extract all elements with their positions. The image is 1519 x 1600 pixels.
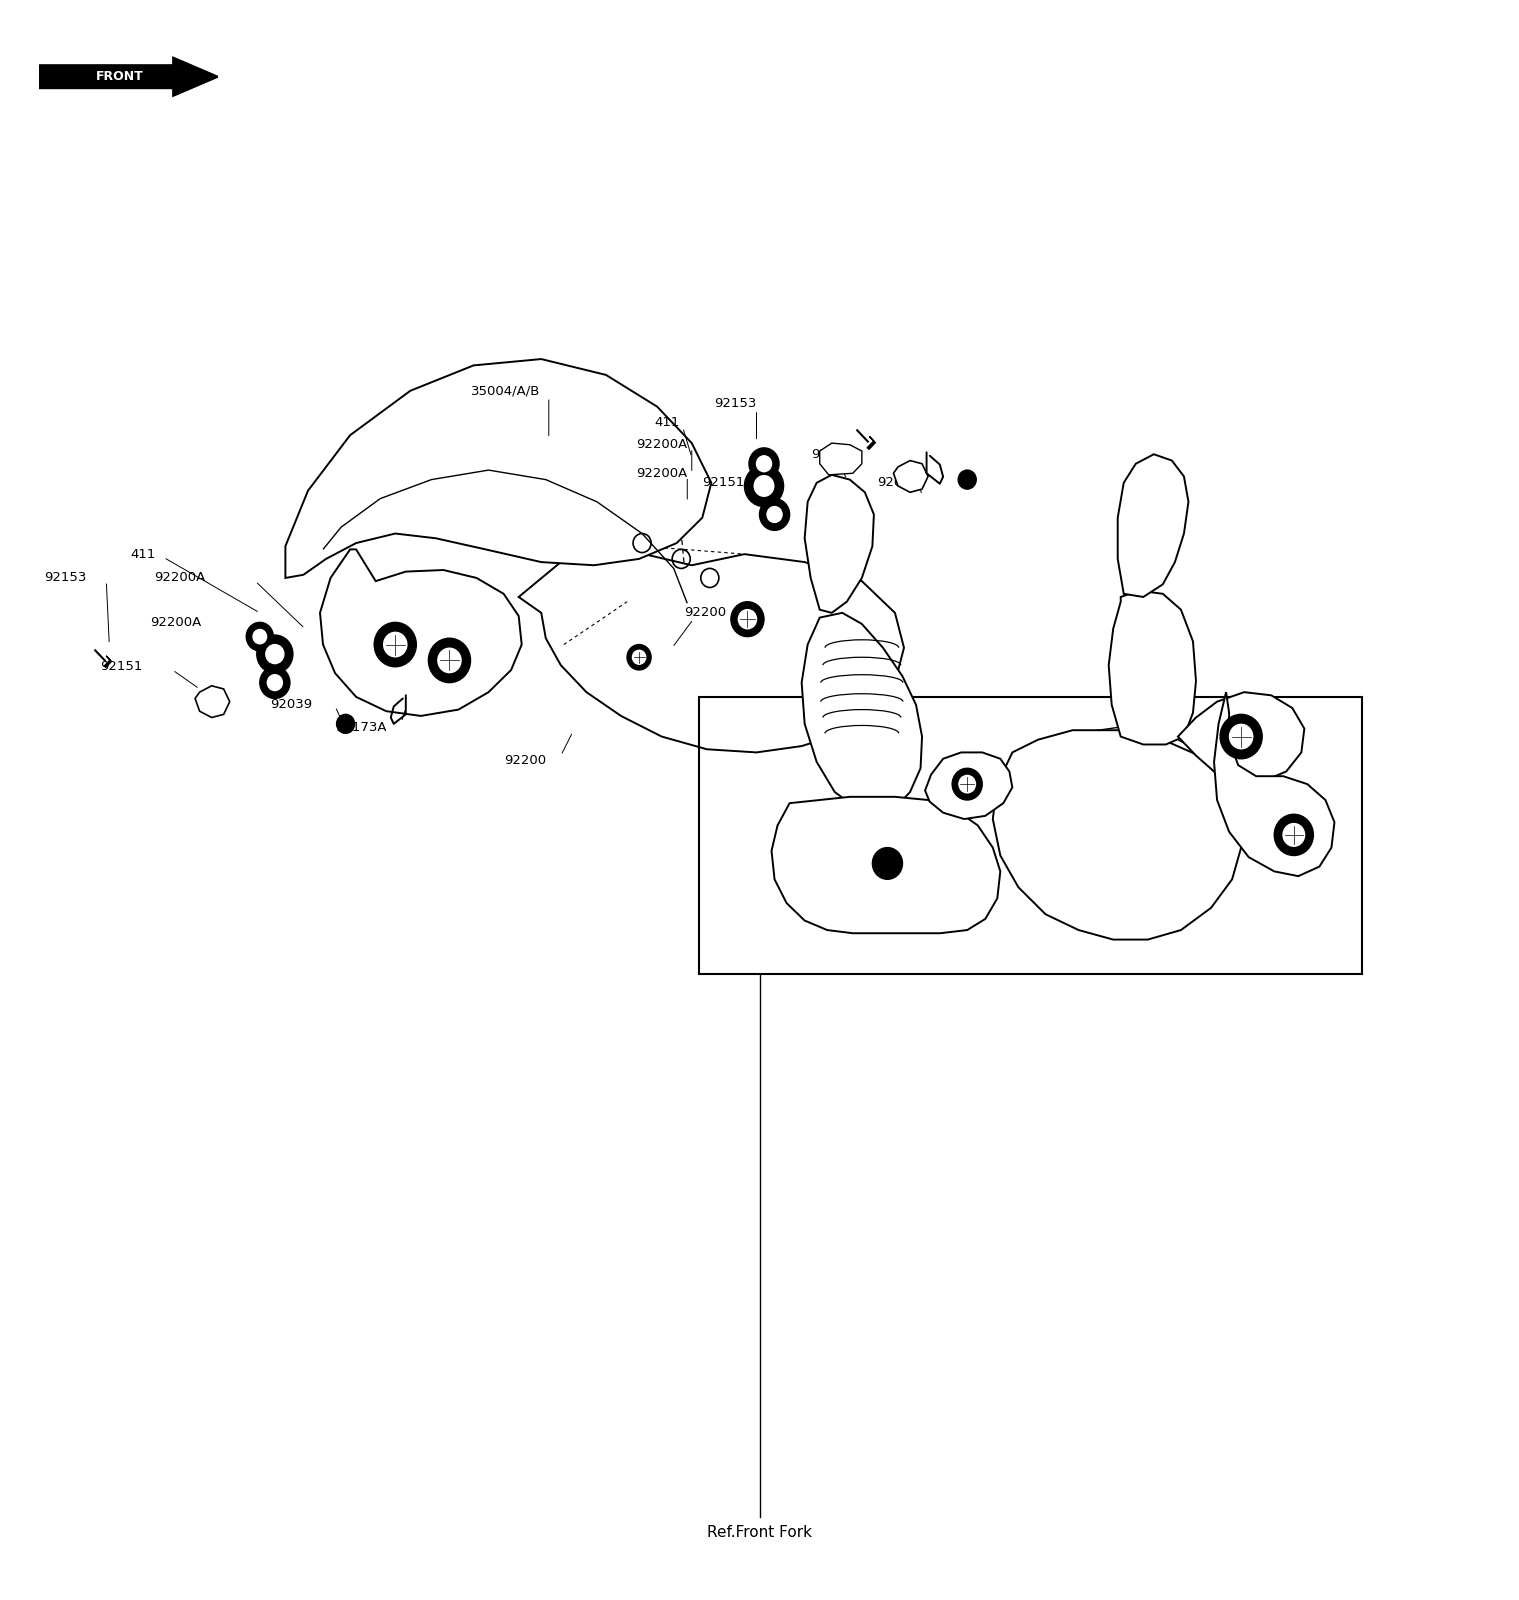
Polygon shape (518, 549, 904, 752)
Circle shape (872, 848, 902, 880)
Circle shape (1229, 725, 1253, 749)
Text: FRONT: FRONT (96, 70, 144, 83)
Polygon shape (1177, 693, 1305, 781)
Text: 92200A: 92200A (636, 438, 687, 451)
Circle shape (437, 648, 462, 672)
Text: 92153: 92153 (44, 571, 87, 584)
Circle shape (254, 629, 266, 643)
Circle shape (1220, 714, 1262, 758)
Text: 92151: 92151 (100, 661, 143, 674)
Circle shape (428, 638, 471, 683)
Text: Ref.Front Fork: Ref.Front Fork (706, 1525, 813, 1541)
Circle shape (627, 645, 652, 670)
Polygon shape (802, 613, 922, 813)
Text: 92200A: 92200A (636, 467, 687, 480)
Circle shape (1274, 814, 1314, 856)
Polygon shape (772, 797, 1001, 933)
Polygon shape (925, 752, 1012, 819)
Text: 92153: 92153 (714, 397, 756, 410)
Circle shape (744, 466, 784, 507)
Polygon shape (286, 358, 711, 578)
Circle shape (266, 645, 284, 664)
Text: 35004/A/B: 35004/A/B (471, 384, 539, 397)
Circle shape (260, 667, 290, 699)
Circle shape (738, 610, 756, 629)
Circle shape (755, 475, 773, 496)
Text: 92039: 92039 (270, 698, 313, 712)
Circle shape (246, 622, 273, 651)
Circle shape (731, 602, 764, 637)
Bar (699, 698, 1361, 974)
Circle shape (749, 448, 779, 480)
Polygon shape (893, 461, 928, 493)
Polygon shape (321, 549, 521, 715)
Circle shape (952, 768, 983, 800)
Circle shape (756, 456, 772, 472)
Circle shape (374, 622, 416, 667)
Polygon shape (194, 686, 229, 717)
Polygon shape (1214, 693, 1335, 877)
Circle shape (257, 635, 293, 674)
Circle shape (760, 499, 790, 530)
Text: 92039: 92039 (876, 477, 919, 490)
Polygon shape (993, 730, 1241, 939)
Circle shape (384, 632, 407, 656)
Text: 92200A: 92200A (150, 616, 201, 629)
Circle shape (1284, 824, 1305, 846)
Polygon shape (805, 475, 873, 613)
Text: 411: 411 (131, 547, 156, 560)
Polygon shape (1109, 590, 1195, 744)
Text: 92151: 92151 (702, 477, 744, 490)
Circle shape (267, 675, 283, 691)
Text: 92200A: 92200A (155, 571, 205, 584)
Text: 92173: 92173 (811, 448, 854, 461)
Text: 92173A: 92173A (336, 720, 386, 733)
Polygon shape (867, 437, 875, 450)
Polygon shape (105, 656, 111, 667)
Text: 92200: 92200 (684, 606, 726, 619)
Circle shape (767, 507, 782, 523)
Text: 92200: 92200 (504, 754, 545, 766)
Circle shape (958, 776, 975, 794)
Circle shape (854, 829, 921, 898)
Circle shape (632, 650, 646, 664)
Polygon shape (39, 58, 217, 96)
Polygon shape (1118, 454, 1188, 597)
Circle shape (337, 714, 354, 733)
Circle shape (958, 470, 977, 490)
Text: 411: 411 (655, 416, 679, 429)
Polygon shape (820, 443, 861, 475)
